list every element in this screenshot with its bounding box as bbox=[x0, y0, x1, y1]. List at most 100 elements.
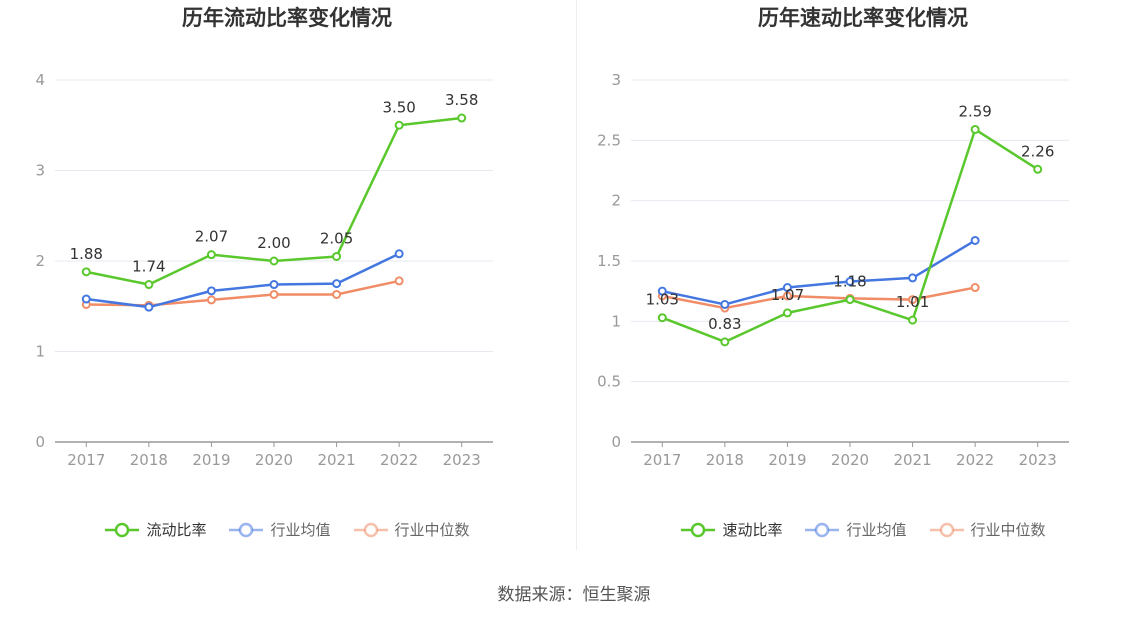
data-point[interactable] bbox=[1033, 164, 1043, 174]
data-label: 2.26 bbox=[1021, 142, 1054, 160]
data-point[interactable] bbox=[81, 267, 91, 277]
chart-title: 历年流动比率变化情况 bbox=[182, 6, 392, 30]
y-tick-label: 1.5 bbox=[597, 252, 621, 270]
data-point[interactable] bbox=[332, 251, 342, 261]
y-tick-label: 1 bbox=[35, 343, 45, 361]
legend-item[interactable]: 行业中位数 bbox=[353, 519, 470, 540]
data-point[interactable] bbox=[81, 294, 91, 304]
x-tick-label: 2022 bbox=[380, 451, 418, 469]
data-label: 2.00 bbox=[257, 234, 290, 252]
x-tick-label: 2017 bbox=[67, 451, 105, 469]
data-label: 1.88 bbox=[70, 245, 103, 263]
x-tick-label: 2020 bbox=[255, 451, 293, 469]
legend-label: 行业中位数 bbox=[394, 521, 470, 539]
data-point[interactable] bbox=[908, 295, 918, 305]
legend-item[interactable]: 行业中位数 bbox=[929, 519, 1046, 540]
legend-line-icon bbox=[105, 522, 140, 537]
data-label: 1.18 bbox=[833, 273, 866, 291]
quick-ratio-panel: 历年速动比率变化情况 0 0.5 1 1.5 2 2.5 3 2017 2018 2019 2020… bbox=[576, 0, 1148, 560]
legend-label: 行业均值 bbox=[846, 521, 907, 539]
current-ratio-panel: 历年流动比率变化情况 0 1 2 3 4 2017 2018 2019 2020 2021 2022… bbox=[0, 0, 574, 560]
data-point[interactable] bbox=[908, 315, 918, 325]
data-point[interactable] bbox=[657, 286, 667, 296]
legend-line-icon bbox=[229, 522, 264, 537]
legend-item[interactable]: 流动比率 bbox=[104, 519, 206, 540]
legend-line-icon bbox=[805, 522, 840, 537]
data-point[interactable] bbox=[206, 295, 216, 305]
x-tick-label: 2023 bbox=[443, 451, 481, 469]
data-label: 0.83 bbox=[708, 315, 741, 333]
data-point[interactable] bbox=[657, 313, 667, 323]
x-tick-label: 2018 bbox=[706, 451, 744, 469]
data-label: 1.01 bbox=[896, 293, 929, 311]
current-ratio-chart: 0 1 2 3 4 2017 2018 2019 2020 2021 2022 2023 1.88 1.7… bbox=[35, 71, 493, 469]
data-point[interactable] bbox=[782, 283, 792, 293]
data-point[interactable] bbox=[908, 273, 918, 283]
data-point[interactable] bbox=[845, 277, 855, 287]
y-tick-label: 2 bbox=[35, 252, 45, 270]
legend-item[interactable]: 行业均值 bbox=[804, 519, 907, 540]
x-tick-label: 2018 bbox=[130, 451, 168, 469]
data-point[interactable] bbox=[457, 113, 467, 123]
legend-label: 速动比率 bbox=[722, 521, 783, 539]
data-label: 2.07 bbox=[195, 228, 228, 246]
y-tick-label: 2 bbox=[611, 192, 621, 210]
legend-line-icon bbox=[353, 522, 388, 537]
data-source: 数据来源：恒生聚源 bbox=[497, 585, 651, 605]
legend-label: 流动比率 bbox=[146, 521, 207, 539]
series-line bbox=[662, 239, 976, 306]
data-point[interactable] bbox=[970, 124, 980, 134]
series-line bbox=[661, 128, 1039, 344]
x-tick-label: 2019 bbox=[768, 451, 806, 469]
x-tick-label: 2019 bbox=[192, 451, 230, 469]
data-point[interactable] bbox=[394, 120, 404, 130]
data-point[interactable] bbox=[269, 280, 279, 290]
y-tick-label: 1 bbox=[611, 312, 621, 330]
legend-item[interactable]: 行业均值 bbox=[228, 519, 331, 540]
data-point[interactable] bbox=[720, 337, 730, 347]
legend: 速动比率 行业均值 行业中位数 bbox=[576, 519, 1148, 540]
legend-line-icon bbox=[929, 522, 964, 537]
series-line bbox=[86, 252, 400, 309]
data-label: 1.07 bbox=[771, 286, 804, 304]
data-label: 3.50 bbox=[382, 98, 415, 116]
data-point[interactable] bbox=[720, 299, 730, 309]
x-tick-label: 2021 bbox=[317, 451, 355, 469]
data-point[interactable] bbox=[845, 295, 855, 305]
y-tick-label: 0 bbox=[611, 433, 621, 451]
x-tick-label: 2022 bbox=[956, 451, 994, 469]
data-point[interactable] bbox=[970, 283, 980, 293]
data-point[interactable] bbox=[782, 291, 792, 301]
y-tick-label: 3 bbox=[611, 71, 621, 89]
data-point[interactable] bbox=[782, 308, 792, 318]
data-point[interactable] bbox=[394, 276, 404, 286]
y-tick-label: 0.5 bbox=[597, 373, 621, 391]
x-tick-label: 2023 bbox=[1019, 451, 1057, 469]
legend-line-icon bbox=[681, 522, 716, 537]
y-tick-label: 3 bbox=[35, 162, 45, 180]
data-label: 1.74 bbox=[132, 258, 165, 276]
chart-title: 历年速动比率变化情况 bbox=[758, 6, 968, 30]
data-point[interactable] bbox=[144, 302, 154, 312]
data-point[interactable] bbox=[144, 280, 154, 290]
series-line bbox=[662, 286, 976, 310]
quick-ratio-chart: 0 0.5 1 1.5 2 2.5 3 2017 2018 2019 2020 2021 2022 202… bbox=[597, 71, 1069, 469]
legend-label: 行业中位数 bbox=[970, 521, 1046, 539]
data-point[interactable] bbox=[269, 289, 279, 299]
legend-label: 行业均值 bbox=[270, 521, 331, 539]
data-label: 3.58 bbox=[445, 91, 478, 109]
data-point[interactable] bbox=[206, 250, 216, 260]
y-tick-label: 4 bbox=[35, 71, 45, 89]
x-tick-label: 2021 bbox=[893, 451, 931, 469]
data-point[interactable] bbox=[970, 235, 980, 245]
data-label: 2.05 bbox=[320, 229, 353, 247]
series-line bbox=[86, 279, 400, 307]
data-point[interactable] bbox=[206, 286, 216, 296]
data-point[interactable] bbox=[269, 256, 279, 266]
data-point[interactable] bbox=[394, 249, 404, 259]
panel-divider bbox=[576, 0, 577, 550]
data-point[interactable] bbox=[332, 279, 342, 289]
x-tick-label: 2020 bbox=[831, 451, 869, 469]
legend-item[interactable]: 速动比率 bbox=[680, 519, 782, 540]
data-point[interactable] bbox=[332, 289, 342, 299]
